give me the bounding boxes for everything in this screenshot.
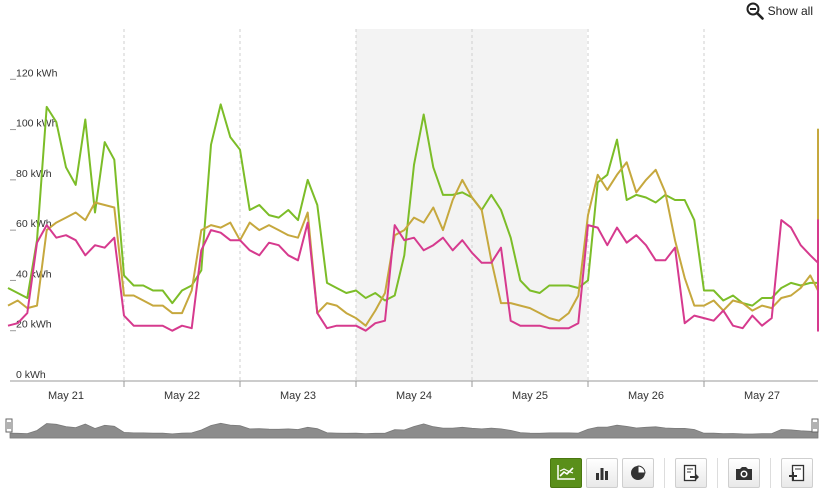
x-tick-label: May 26 (628, 390, 664, 402)
y-tick-label: 20 kWh (16, 319, 52, 331)
line-chart-icon (557, 465, 575, 480)
x-tick-label: May 27 (744, 390, 780, 402)
chart-toolbar (550, 457, 817, 489)
y-tick-label: 60 kWh (16, 218, 52, 230)
navigator-right-handle[interactable] (811, 418, 819, 433)
y-tick-label: 120 kWh (16, 67, 58, 79)
x-axis: May 21 May 22 May 23 May 24 May 25 May 26 May … (48, 381, 780, 402)
bar-chart-icon (596, 468, 608, 480)
y-tick-label: 40 kWh (16, 268, 52, 280)
camera-icon (736, 467, 752, 480)
add-document-icon (789, 464, 805, 482)
show-all-label: Show all (767, 4, 813, 18)
show-all-button[interactable]: Show all (746, 2, 813, 20)
toolbar-separator (717, 458, 718, 488)
line-chart: 0 kWh 20 kWh 40 kWh 60 kWh 80 kWh 100 kWh 120 … (7, 29, 819, 402)
x-tick-label: May 25 (512, 390, 548, 402)
toolbar-separator (770, 458, 771, 488)
navigator-overview-area (9, 422, 819, 439)
x-tick-label: May 23 (280, 390, 316, 402)
series-line-2 (7, 128, 819, 327)
export-document-icon (683, 464, 699, 482)
x-tick-label: May 22 (164, 390, 200, 402)
line-chart-button[interactable] (550, 458, 582, 488)
x-tick-label: May 21 (48, 390, 84, 402)
chart-series (7, 103, 819, 332)
export-data-button[interactable] (675, 458, 707, 488)
x-tick-label: May 24 (396, 390, 432, 402)
navigator-left-handle[interactable] (5, 418, 13, 433)
y-tick-label: 80 kWh (16, 168, 52, 180)
y-tick-label: 100 kWh (16, 118, 58, 130)
screenshot-button[interactable] (728, 458, 760, 488)
pie-chart-icon (631, 465, 646, 480)
y-tick-label: 0 kWh (16, 369, 46, 381)
add-to-report-button[interactable] (781, 458, 813, 488)
bar-chart-button[interactable] (586, 458, 618, 488)
series-line-3 (7, 219, 819, 332)
toolbar-separator (664, 458, 665, 488)
pie-chart-button[interactable] (622, 458, 654, 488)
vertical-grid (123, 29, 705, 381)
range-navigator[interactable] (0, 412, 831, 452)
zoom-out-icon (746, 2, 764, 20)
